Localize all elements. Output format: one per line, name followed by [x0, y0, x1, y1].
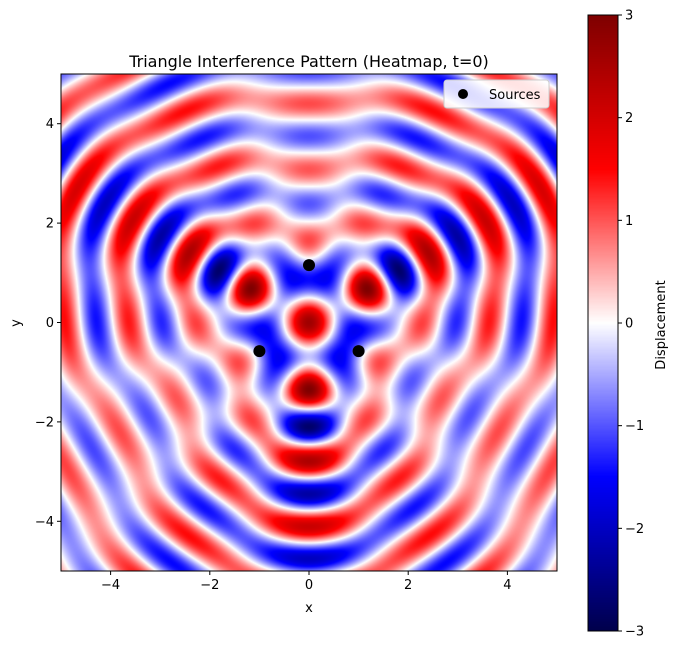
legend-label-sources: Sources [489, 88, 541, 103]
legend: Sources [443, 79, 550, 109]
y-tick-label: 0 [46, 316, 54, 331]
chart-title: Triangle Interference Pattern (Heatmap, … [128, 52, 489, 71]
y-tick-label: 4 [46, 117, 54, 132]
colorbar-frame [587, 14, 619, 632]
colorbar-tick-label: −3 [625, 625, 644, 640]
colorbar-tick-label: 2 [625, 111, 633, 126]
x-tick-label: 4 [503, 578, 511, 593]
legend-marker-sources [458, 89, 468, 99]
x-tick-label: −2 [200, 578, 219, 593]
colorbar-tick-label: −1 [625, 419, 644, 434]
source-point [253, 345, 266, 358]
source-point [303, 259, 315, 272]
colorbar-gradient [588, 15, 618, 631]
colorbar-tick-label: 3 [625, 9, 633, 24]
x-tick-label: 0 [305, 578, 313, 593]
colorbar-label: Displacement [654, 280, 669, 369]
y-tick-label: 2 [46, 217, 54, 232]
x-axis-label: x [305, 601, 313, 616]
colorbar-tick-label: −2 [625, 522, 644, 537]
y-axis-label: y [9, 319, 24, 327]
y-axis-ticks: −4 −2 0 2 4 [35, 117, 61, 530]
x-tick-label: 2 [404, 578, 412, 593]
x-axis-ticks: −4 −2 0 2 4 [101, 571, 512, 593]
source-point [352, 345, 365, 358]
colorbar-ticks: −3 −2 −1 0 1 2 3 [618, 9, 644, 640]
plot-frame [60, 73, 558, 572]
x-tick-label: −4 [101, 578, 120, 593]
legend-box [443, 79, 550, 109]
colorbar-tick-label: 1 [625, 214, 633, 229]
y-tick-label: −2 [35, 415, 54, 430]
source-markers [253, 259, 365, 358]
heatmap-image [61, 74, 557, 571]
y-tick-label: −4 [35, 515, 54, 530]
colorbar-tick-label: 0 [625, 317, 633, 332]
